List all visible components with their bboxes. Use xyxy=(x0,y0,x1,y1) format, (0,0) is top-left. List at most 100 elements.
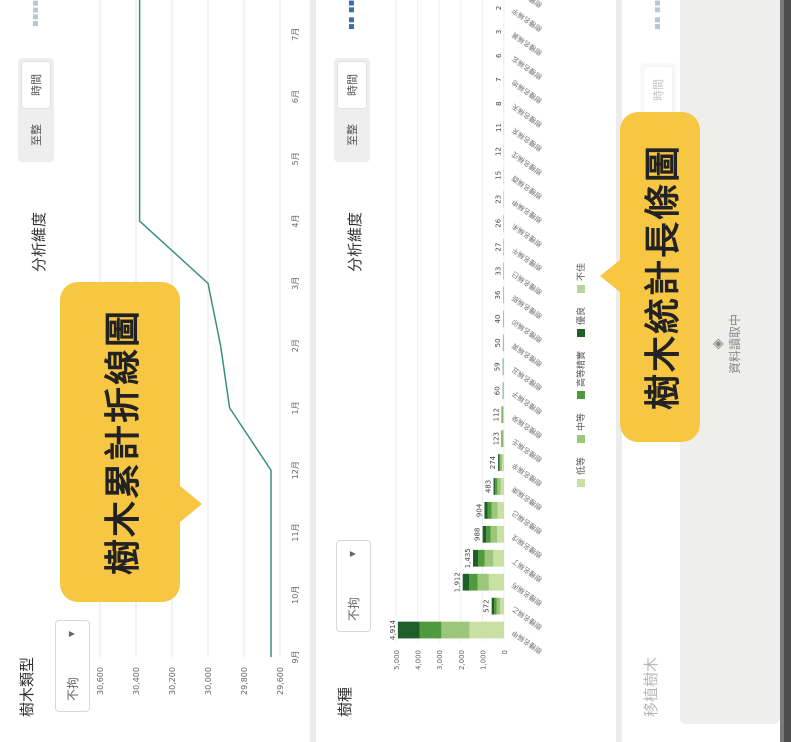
x-category-label: 樹種名稱甲 xyxy=(510,628,544,655)
x-tick-label: 3月 xyxy=(291,277,300,290)
bar-segment xyxy=(501,430,503,447)
bar-legend: 低等 中等 高等精實 優良 不佳 xyxy=(574,263,587,487)
y-tick-label: 30,600 xyxy=(96,667,105,695)
line-chart: 30,600 30,400 30,200 30,000 29,800 29,600 9月 10… xyxy=(96,0,300,695)
bar-segment xyxy=(502,454,504,471)
x-category-label: 樹種名稱天 xyxy=(510,102,544,129)
x-category-label: 樹種名稱寅 xyxy=(510,341,544,368)
bar-segment xyxy=(502,430,504,447)
bar-segment xyxy=(484,502,488,519)
bar-data-label: 8 xyxy=(495,101,503,105)
bar-chart-panel: 樹種 分析維度 至整 時間 ▪▪ ▪▪▪ 不拘 ▾ 5,000 4,000 3,00… xyxy=(316,0,616,742)
bar-segment xyxy=(503,406,505,424)
x-category-label: 樹種名稱未 xyxy=(510,222,544,249)
bar-data-label: 572 xyxy=(483,599,491,612)
legend-label: 中等 xyxy=(577,412,587,431)
legend-toggle[interactable]: ▪▪▪▪ xyxy=(30,0,41,27)
x-tick-label: 1月 xyxy=(291,401,300,414)
dropdown-value-2: 不拘 xyxy=(347,596,361,621)
legend-toggle-2[interactable]: ▪▪ ▪▪▪ xyxy=(346,0,357,30)
x-category-label: 樹種名稱辰 xyxy=(510,293,544,320)
y-tick-label: 2,000 xyxy=(458,650,466,670)
bar-chart-callout: 樹木統計長條圖 xyxy=(600,112,700,442)
y-tick-label: 30,000 xyxy=(204,667,213,695)
legend-toggle-3[interactable]: ▪▪ ▪▪▪ xyxy=(652,0,663,30)
loading-indicator: ◈ 資料讀取中 xyxy=(710,314,743,374)
callout-tail xyxy=(180,486,202,522)
legend-item[interactable]: 中等 xyxy=(574,413,587,443)
segment-time[interactable]: 時間 xyxy=(22,62,50,108)
x-category-label: 樹種名稱癸 xyxy=(510,413,544,440)
dimension-label: 分析維度 xyxy=(30,211,48,272)
x-category-label: 樹種名稱壬 xyxy=(510,437,544,464)
callout-tail-2 xyxy=(600,260,620,292)
dropdown-value: 不拘 xyxy=(66,676,80,701)
bar-segment xyxy=(493,478,496,495)
x-category-label: 樹種名稱宇 xyxy=(510,6,544,33)
dimension-toggle-2[interactable]: 至整 時間 xyxy=(334,58,370,162)
line-chart-callout: 樹木累計折線圖 xyxy=(60,282,202,602)
bar-data-label: 36 xyxy=(494,290,502,299)
legend-item[interactable]: 低等 xyxy=(574,457,587,487)
bar-segment xyxy=(397,621,420,639)
callout-text: 樹木累計折線圖 xyxy=(103,309,144,576)
bar-data-label: 1,912 xyxy=(454,572,462,592)
legend-label: 不佳 xyxy=(577,262,587,281)
segment-time-2[interactable]: 時間 xyxy=(338,62,366,108)
transplant-label: 移植樹木 xyxy=(642,656,660,717)
legend-item[interactable]: 優良 xyxy=(574,307,587,337)
x-tick-label: 7月 xyxy=(291,28,300,41)
bar-segment xyxy=(500,597,504,615)
loading-text: 資料讀取中 xyxy=(728,313,742,374)
bar-segment xyxy=(498,454,500,471)
bar-data-label: 988 xyxy=(474,528,482,541)
bar-segment xyxy=(503,430,505,447)
legend-label: 低等 xyxy=(577,456,587,475)
segment-overall[interactable]: 至整 xyxy=(30,124,43,146)
bar-segment xyxy=(500,478,504,495)
taskbar-strip xyxy=(780,0,784,742)
dimension-toggle[interactable]: 至整 時間 xyxy=(18,58,54,162)
line-chart-panel: 樹木類型 分析維度 至整 時間 ▪▪▪▪ 不拘 ▾ 30,600 30,400 30… xyxy=(0,0,310,742)
tree-species-dropdown[interactable]: 不拘 ▾ xyxy=(336,540,371,632)
callout-text-2: 樹木統計長條圖 xyxy=(643,144,684,411)
legend-item[interactable]: 不佳 xyxy=(574,263,587,293)
bar-segment xyxy=(502,406,504,424)
chevron-down-icon: ▾ xyxy=(64,631,78,638)
bar-data-label: 23 xyxy=(495,195,503,204)
x-category-label: 樹種名稱辛 xyxy=(510,461,544,488)
bar-segment xyxy=(469,573,478,591)
bar-data-label: 274 xyxy=(489,455,497,469)
bar-segment xyxy=(469,621,505,639)
y-tick-label: 30,200 xyxy=(168,667,177,695)
bar-data-label: 3 xyxy=(495,30,503,34)
x-tick-label: 9月 xyxy=(291,650,300,663)
bar-data-label: 1,435 xyxy=(464,548,472,568)
bar-segment xyxy=(490,525,498,543)
tree-species-label: 樹種 xyxy=(336,686,354,717)
bar-segment xyxy=(419,621,442,639)
legend-swatch xyxy=(576,479,585,487)
y-tick-label: 29,600 xyxy=(276,667,285,695)
x-category-label: 樹種名稱卯 xyxy=(510,317,544,344)
x-tick-label: 2月 xyxy=(291,339,300,352)
x-tick-label: 10月 xyxy=(291,586,300,604)
dimension-label-2: 分析維度 xyxy=(346,211,364,272)
bar-segment xyxy=(501,406,503,424)
x-category-label: 樹種名稱地 xyxy=(510,78,544,105)
bar-data-label: 33 xyxy=(494,267,502,276)
x-category-label: 樹種名稱午 xyxy=(510,246,544,273)
bar-data-label: 123 xyxy=(492,432,500,445)
bar-segment xyxy=(496,597,501,615)
bar-segment xyxy=(462,573,470,591)
segment-overall-2[interactable]: 至整 xyxy=(346,124,359,146)
bar-segment xyxy=(482,525,487,543)
x-category-label: 樹種名稱戊 xyxy=(510,533,544,560)
bar-data-label: 26 xyxy=(494,218,502,227)
dimension-toggle-3[interactable]: 時間 xyxy=(640,63,676,117)
bar-data-label: 904 xyxy=(475,503,483,517)
legend-item[interactable]: 高等精實 xyxy=(574,351,587,399)
legend-swatch xyxy=(576,328,585,337)
segment-time-3[interactable]: 時間 xyxy=(644,67,672,113)
